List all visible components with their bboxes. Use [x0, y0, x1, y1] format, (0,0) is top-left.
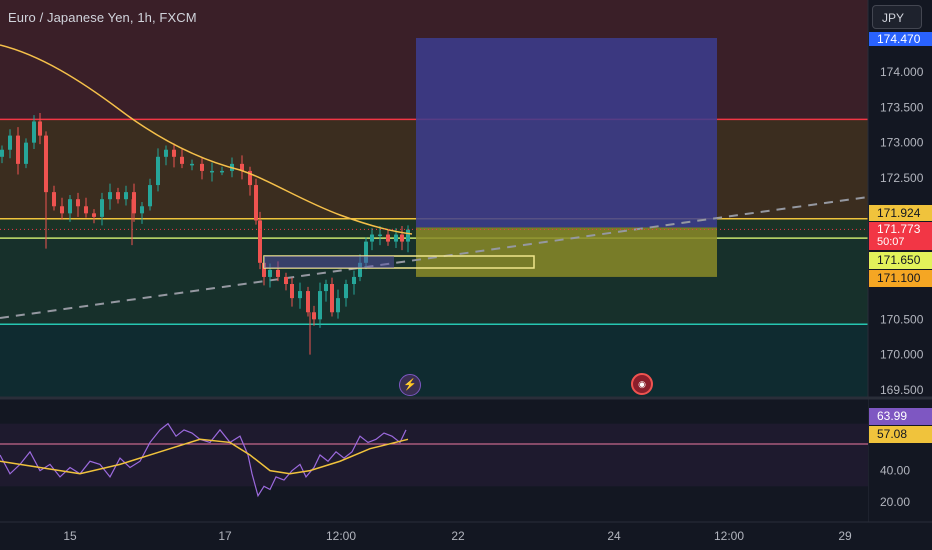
time-axis-bg — [0, 522, 932, 550]
candle-body — [8, 135, 12, 150]
candle-body — [318, 291, 322, 320]
order-block-fill — [264, 256, 394, 268]
price-tick-label: 172.500 — [880, 171, 924, 185]
candle-body — [52, 192, 56, 207]
rsi-value-badge: 63.99 — [869, 408, 932, 425]
candle-body — [358, 262, 362, 277]
rsi-tick-label: 40.00 — [880, 464, 910, 478]
candle-body — [312, 312, 316, 320]
rsi-ma-value-badge: 57.08 — [869, 426, 932, 443]
dashed-trendline — [0, 196, 869, 319]
candle-body — [116, 192, 120, 200]
candle-body — [370, 234, 374, 242]
price-tick-label: 170.500 — [880, 312, 924, 326]
time-tick-label: 15 — [63, 529, 77, 543]
candle-body — [84, 206, 88, 214]
candle-body — [32, 121, 36, 143]
candle-body — [386, 234, 390, 242]
candle-body — [298, 291, 302, 299]
candle-body — [394, 234, 398, 242]
price-tick-label: 169.500 — [880, 383, 924, 397]
candle-body — [344, 284, 348, 299]
stop-price-badge: 171.100 — [869, 270, 932, 287]
candle-body — [254, 185, 258, 221]
rsi-tick-label: 20.00 — [880, 495, 910, 509]
target-price-badge: 174.470 — [869, 32, 932, 46]
zone-bottom — [0, 324, 868, 400]
rsi-ma-line — [0, 438, 409, 475]
candle-body — [352, 276, 356, 284]
candle-body — [140, 206, 144, 214]
last-price-value: 171.773 — [877, 222, 921, 236]
candle-body — [306, 291, 310, 313]
candle-body — [156, 156, 160, 186]
price-tick-label: 174.000 — [880, 65, 924, 79]
position-stop-zone — [416, 227, 717, 277]
time-tick-label: 12:00 — [326, 529, 356, 543]
candle-body — [240, 163, 244, 171]
candle-body — [378, 234, 382, 237]
candle-body — [248, 170, 252, 186]
candle-body — [38, 121, 42, 136]
bar-countdown: 50:07 — [877, 236, 905, 248]
time-tick-label: 12:00 — [714, 529, 744, 543]
candle-body — [172, 149, 176, 157]
candle-body — [76, 199, 80, 207]
candle-body — [336, 298, 340, 313]
candle-body — [44, 135, 48, 193]
candle-body — [0, 149, 4, 157]
candle-body — [60, 206, 64, 214]
yellow-line-price-badge: 171.924 — [869, 205, 932, 221]
time-tick-label: 17 — [218, 529, 232, 543]
rsi-band — [0, 423, 868, 487]
candle-body — [220, 170, 224, 173]
candle-body — [164, 149, 168, 157]
candle-body — [290, 284, 294, 299]
candle-body — [400, 234, 404, 242]
candle-body — [100, 199, 104, 217]
candle-body — [406, 229, 410, 242]
last-price-badge: 171.773 50:07 — [869, 222, 932, 250]
candle-body — [68, 199, 72, 214]
euro-flag-event-icon[interactable]: ◉ — [631, 373, 653, 395]
price-tick-label: 170.000 — [880, 348, 924, 362]
candle-body — [284, 276, 288, 284]
currency-button[interactable]: JPY — [872, 5, 922, 29]
green-line-price-badge: 171.650 — [869, 252, 932, 269]
candle-body — [268, 269, 272, 277]
candle-body — [180, 156, 184, 164]
candle-body — [330, 284, 334, 313]
moving-average-line — [0, 44, 413, 235]
time-tick-label: 24 — [607, 529, 621, 543]
candle-body — [210, 170, 214, 173]
candle-body — [132, 192, 136, 214]
candle-body — [124, 192, 128, 200]
price-tick-label: 173.500 — [880, 100, 924, 114]
candle-body — [276, 269, 280, 277]
time-tick-label: 22 — [451, 529, 465, 543]
candle-body — [24, 142, 28, 164]
candle-body — [262, 262, 266, 277]
symbol-title[interactable]: Euro / Japanese Yen, 1h, FXCM — [8, 10, 197, 25]
candle-body — [92, 213, 96, 217]
candle-body — [16, 135, 20, 164]
candle-body — [258, 220, 262, 263]
candle-body — [108, 192, 112, 200]
price-tick-label: 173.000 — [880, 136, 924, 150]
lightning-event-icon[interactable]: ⚡ — [399, 374, 421, 396]
candle-body — [190, 163, 194, 166]
candle-body — [200, 163, 204, 171]
time-tick-label: 29 — [838, 529, 852, 543]
candle-body — [148, 185, 152, 207]
position-profit-zone — [416, 38, 717, 228]
candle-body — [364, 241, 368, 263]
candle-body — [324, 284, 328, 292]
